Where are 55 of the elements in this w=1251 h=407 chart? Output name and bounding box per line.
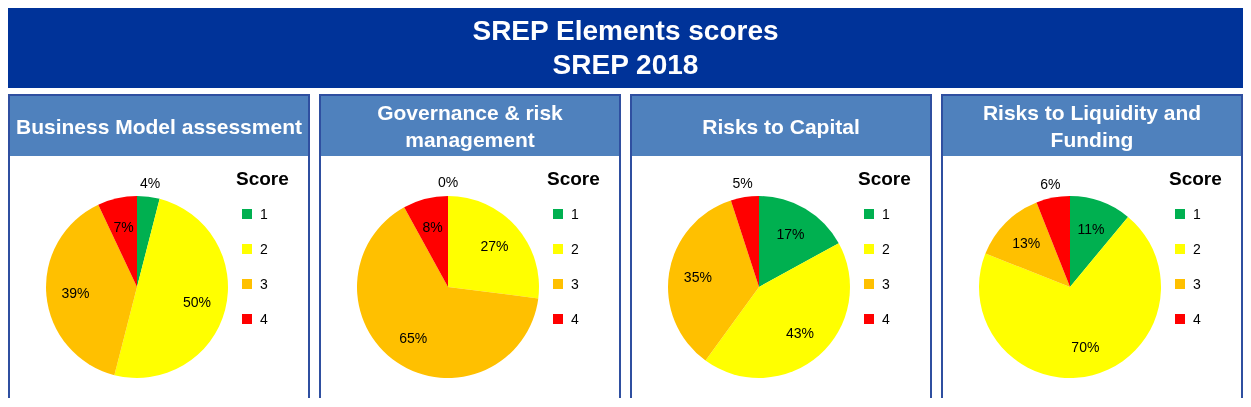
- legend-label: 3: [1193, 275, 1201, 292]
- legend-label: 3: [571, 275, 579, 292]
- pie-slice: [759, 196, 839, 287]
- legend-label: 1: [882, 205, 890, 222]
- legend-label: 4: [1193, 310, 1201, 327]
- data-label: 50%: [182, 294, 211, 311]
- legend-label: 4: [571, 310, 579, 327]
- pie-slice: [98, 196, 137, 287]
- text: 0%: [437, 174, 459, 190]
- text: SREP Elements scores: [471, 14, 780, 48]
- text: SREP 2018: [551, 48, 700, 82]
- legend-label: 2: [260, 240, 268, 257]
- legend-title: Score: [547, 168, 601, 190]
- pie-slice: [357, 207, 539, 378]
- legend-label: 4: [882, 310, 890, 327]
- data-label: 7%: [113, 218, 134, 235]
- pie-slice: [1070, 196, 1129, 287]
- data-label: 27%: [480, 238, 509, 255]
- pie-slice: [137, 196, 160, 287]
- legend-label: 3: [882, 275, 890, 292]
- data-label: 5%: [732, 175, 753, 192]
- legend-label: 2: [882, 240, 890, 257]
- data-label: 35%: [683, 269, 712, 286]
- legend-title: Score: [1169, 168, 1223, 190]
- chart-title: Risks to Liquidity and Funding: [943, 96, 1241, 156]
- pie-slice: [46, 204, 137, 376]
- data-label: 8%: [422, 219, 443, 236]
- data-label: 13%: [1012, 235, 1041, 252]
- data-label: 70%: [1071, 338, 1100, 355]
- data-label: 17%: [776, 225, 805, 242]
- legend-label: 1: [571, 205, 579, 222]
- legend-label: 1: [1193, 205, 1201, 222]
- pie-slice: [404, 196, 448, 287]
- data-label: 4%: [140, 174, 161, 191]
- legend-label: 4: [260, 310, 268, 327]
- legend-title: Score: [236, 168, 290, 190]
- legend-label: 3: [260, 275, 268, 292]
- pie-slice: [979, 216, 1161, 378]
- pie-slice: [668, 200, 759, 361]
- legend-title: Score: [858, 168, 912, 190]
- pie-slice: [448, 196, 539, 299]
- data-label: 11%: [1077, 220, 1105, 237]
- pie-slice: [985, 202, 1070, 287]
- pie-slice: [114, 198, 228, 378]
- chart-title: Governance & risk management: [321, 96, 619, 156]
- data-label: 43%: [785, 325, 814, 342]
- chart-title: Business Model assessment: [10, 96, 308, 156]
- pie-slice: [730, 196, 759, 287]
- chart-title: Risks to Capital: [632, 96, 930, 156]
- data-label: 65%: [399, 330, 428, 347]
- legend-label: 2: [1193, 240, 1201, 257]
- legend-label: 1: [260, 205, 268, 222]
- legend-label: 2: [571, 240, 579, 257]
- data-label: 6%: [1040, 175, 1061, 192]
- data-label: 39%: [61, 284, 90, 301]
